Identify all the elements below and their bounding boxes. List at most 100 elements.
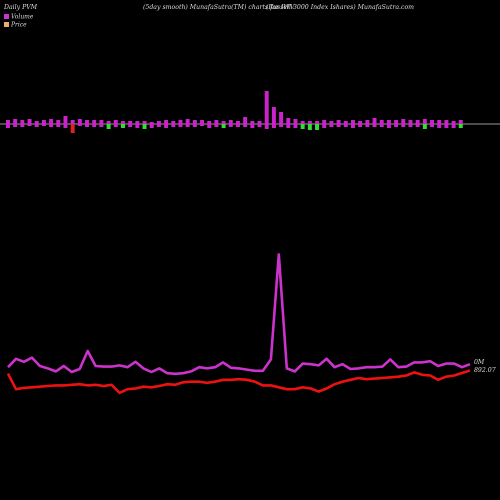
volume-bar-up bbox=[192, 120, 197, 124]
volume-bar-down bbox=[386, 124, 391, 128]
volume-bar-down bbox=[149, 124, 154, 128]
volume-bar-down bbox=[415, 124, 420, 127]
volume-bar-up bbox=[149, 122, 154, 124]
volume-bar-up bbox=[415, 120, 420, 124]
volume-bar-down bbox=[444, 124, 449, 128]
volume-bar-up bbox=[437, 120, 442, 124]
volume-bar-down bbox=[351, 124, 355, 128]
volume-line-label: 0M bbox=[474, 359, 485, 366]
volume-bar-down bbox=[307, 124, 312, 130]
volume-bar-up bbox=[135, 121, 140, 124]
header-left-title: Daily PVM bbox=[3, 4, 38, 11]
volume-bar-up bbox=[322, 120, 327, 124]
volume-bar-up bbox=[142, 121, 147, 124]
volume-bar-down bbox=[27, 124, 32, 126]
volume-bar-down bbox=[214, 124, 219, 127]
volume-bar-up bbox=[372, 118, 377, 124]
volume-bar-up bbox=[250, 121, 255, 124]
volume-bar-down bbox=[322, 124, 327, 128]
volume-bar-down bbox=[200, 124, 205, 126]
volume-bar-down bbox=[372, 124, 377, 127]
volume-bar-up bbox=[34, 121, 39, 124]
volume-bar-down bbox=[63, 124, 68, 128]
volume-bar-up bbox=[329, 121, 334, 124]
volume-bar-down bbox=[394, 124, 399, 127]
volume-bar-up bbox=[27, 119, 32, 124]
volume-line bbox=[7, 253, 471, 376]
volume-bar-up bbox=[343, 121, 348, 124]
volume-bars bbox=[6, 91, 463, 133]
volume-bar-up bbox=[85, 120, 90, 124]
volume-bar-up bbox=[156, 121, 161, 124]
volume-bar-up bbox=[6, 120, 10, 124]
volume-bar-up bbox=[444, 120, 449, 124]
volume-bar-up bbox=[408, 120, 413, 124]
volume-bar-up bbox=[358, 121, 363, 124]
legend-price-label: Price bbox=[10, 22, 27, 29]
volume-bar-up bbox=[300, 121, 305, 124]
volume-bar-up bbox=[106, 121, 111, 124]
volume-bar-down bbox=[228, 124, 233, 127]
volume-bar-up bbox=[264, 91, 269, 124]
volume-bar-up bbox=[171, 121, 176, 124]
volume-bar-up bbox=[286, 118, 291, 124]
header-right-title: (Russell 3000 Index Ishares) MunafaSutra… bbox=[266, 4, 414, 11]
volume-bar-down bbox=[185, 124, 190, 127]
volume-bar-down bbox=[128, 124, 133, 127]
volume-bar-up bbox=[458, 120, 463, 124]
volume-bar-up bbox=[422, 119, 427, 124]
volume-bar-down bbox=[41, 124, 46, 126]
volume-bar-down bbox=[56, 124, 61, 127]
volume-bar-up bbox=[394, 120, 399, 124]
volume-bar-up bbox=[228, 120, 233, 124]
volume-bar-up bbox=[243, 117, 248, 124]
volume-bar-down bbox=[408, 124, 413, 127]
legend-volume-label: Volume bbox=[11, 14, 34, 21]
volume-bar-up bbox=[185, 119, 190, 124]
volume-bar-up bbox=[77, 119, 82, 124]
price-line bbox=[6, 369, 471, 395]
volume-bar-up bbox=[200, 120, 205, 124]
volume-bar-down bbox=[20, 124, 25, 127]
volume-bar-down bbox=[243, 124, 248, 127]
volume-bar-up bbox=[70, 120, 75, 124]
volume-bar-down bbox=[13, 124, 18, 127]
volume-bar-down bbox=[300, 124, 305, 129]
volume-bar-down bbox=[171, 124, 176, 127]
volume-bar-down bbox=[142, 124, 147, 129]
header-center-title: (5day smooth) MunafaSutra(TM) charts for… bbox=[143, 4, 295, 11]
volume-bar-down bbox=[121, 124, 125, 128]
volume-bar-up bbox=[164, 120, 169, 124]
volume-bar-up bbox=[63, 116, 68, 124]
legend-volume-swatch bbox=[4, 14, 9, 19]
volume-bar-down bbox=[113, 124, 118, 127]
volume-bar-up bbox=[401, 119, 406, 124]
volume-bar-down bbox=[379, 124, 384, 127]
volume-bar-down bbox=[458, 124, 463, 128]
volume-bar-down bbox=[99, 124, 104, 127]
volume-bar-up bbox=[20, 120, 25, 124]
volume-bar-up bbox=[49, 119, 54, 124]
volume-bar-up bbox=[41, 120, 46, 124]
volume-bar-up bbox=[365, 120, 370, 124]
volume-bar-down bbox=[451, 124, 456, 128]
volume-bar-up bbox=[207, 121, 212, 124]
volume-bar-down bbox=[6, 124, 10, 128]
volume-bar-up bbox=[121, 121, 125, 124]
volume-bar-up bbox=[257, 121, 262, 124]
volume-bar-down bbox=[286, 124, 291, 128]
volume-bar-up bbox=[13, 119, 18, 124]
volume-bar-up bbox=[307, 121, 312, 124]
volume-bar-down bbox=[279, 124, 284, 127]
volume-bar-down bbox=[77, 124, 82, 126]
volume-bar-down bbox=[192, 124, 197, 127]
legend-price-swatch bbox=[4, 22, 9, 27]
volume-bar-up bbox=[351, 120, 355, 124]
volume-bar-up bbox=[315, 121, 320, 124]
volume-bar-up bbox=[236, 121, 240, 124]
volume-bar-down bbox=[221, 124, 226, 128]
volume-bar-up bbox=[178, 120, 183, 124]
volume-bar-up bbox=[113, 120, 118, 124]
